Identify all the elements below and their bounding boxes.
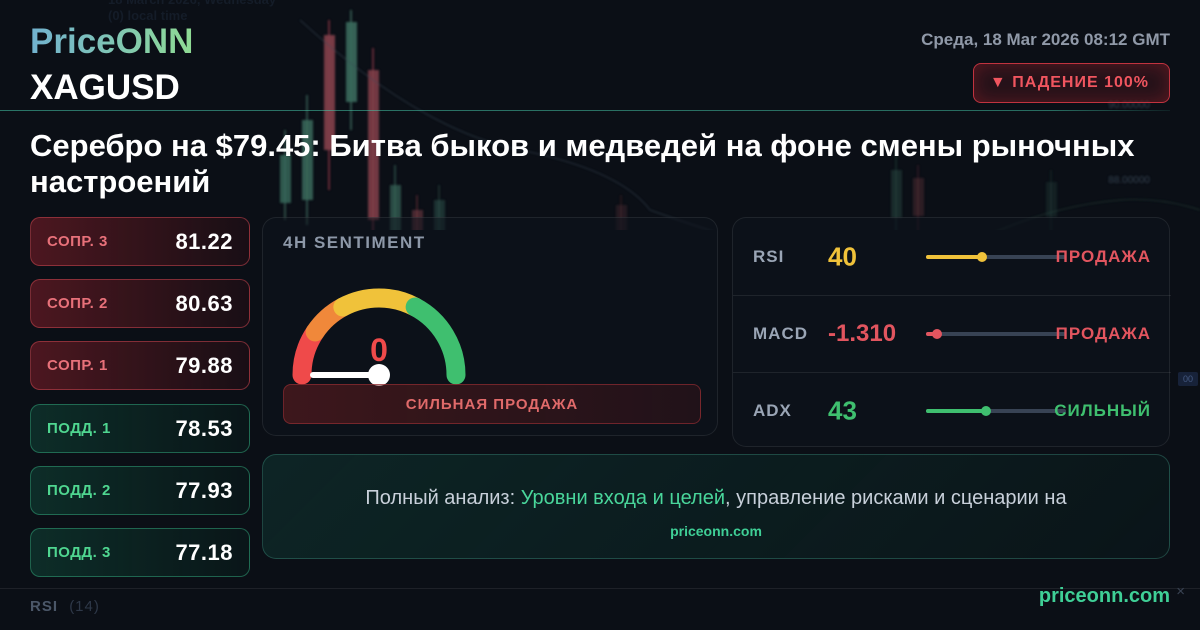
svg-text:0: 0	[370, 332, 388, 368]
